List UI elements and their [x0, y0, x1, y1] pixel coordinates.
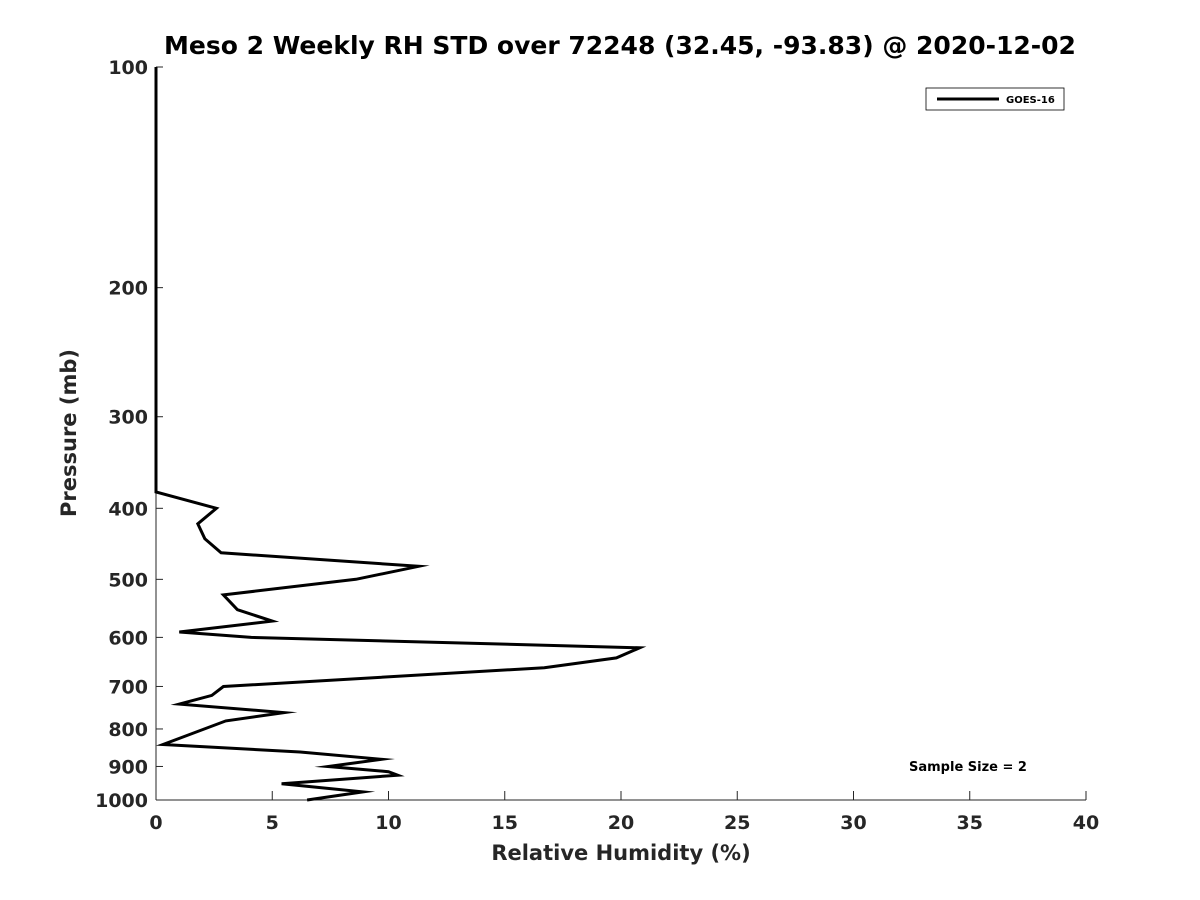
y-tick-label-400: 400 — [108, 498, 148, 520]
x-ticks: 0 5 10 15 20 25 30 35 40 — [149, 791, 1099, 834]
y-tick-label-300: 300 — [108, 407, 148, 429]
series-layer — [154, 67, 647, 802]
legend-label-goes-16: GOES-16 — [1006, 95, 1055, 106]
y-ticks: 100 200 300 400 500 600 700 800 900 1000 — [95, 57, 163, 812]
x-tick-label-15: 15 — [492, 812, 518, 834]
y-tick-label-800: 800 — [108, 719, 148, 741]
y-tick-label-500: 500 — [108, 569, 148, 591]
y-tick-label-600: 600 — [108, 627, 148, 649]
series-line-goes-16 — [154, 67, 647, 802]
y-tick-label-1000: 1000 — [95, 790, 148, 812]
y-tick-label-700: 700 — [108, 676, 148, 698]
x-tick-label-25: 25 — [724, 812, 750, 834]
sample-size-annotation: Sample Size = 2 — [909, 760, 1027, 775]
x-tick-label-0: 0 — [149, 812, 162, 834]
y-tick-label-200: 200 — [108, 278, 148, 300]
legend: GOES-16 — [925, 87, 1065, 111]
x-tick-label-5: 5 — [266, 812, 279, 834]
x-axis-label: Relative Humidity (%) — [491, 841, 750, 865]
x-tick-label-40: 40 — [1073, 812, 1099, 834]
y-tick-label-900: 900 — [108, 756, 148, 778]
x-tick-label-20: 20 — [608, 812, 634, 834]
x-tick-label-30: 30 — [840, 812, 866, 834]
x-tick-label-35: 35 — [957, 812, 983, 834]
y-axis-label: Pressure (mb) — [57, 349, 81, 517]
y-tick-label-100: 100 — [108, 57, 148, 79]
x-tick-label-10: 10 — [375, 812, 401, 834]
chart-title: Meso 2 Weekly RH STD over 72248 (32.45, … — [164, 31, 1076, 60]
